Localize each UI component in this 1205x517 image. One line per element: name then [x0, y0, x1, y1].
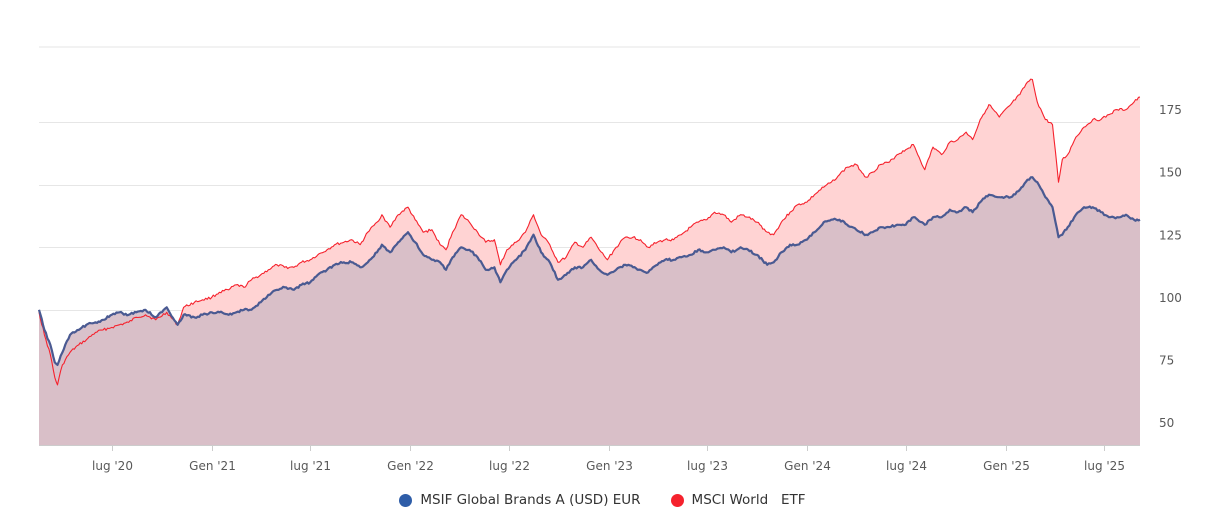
legend-marker-msci: [670, 493, 684, 507]
y-tick-label: 150: [1159, 166, 1182, 180]
legend-item-msif[interactable]: MSIF Global Brands A (USD) EUR: [399, 492, 641, 508]
legend: MSIF Global Brands A (USD) EUR MSCI Worl…: [0, 492, 1205, 508]
y-tick-label: 125: [1159, 228, 1182, 242]
y-tick-label: 175: [1159, 103, 1182, 117]
x-axis-labels: lug '20 Gen '21 lug '21 Gen '22 lug '22 Gen '…: [92, 445, 1125, 473]
legend-label-msci: MSCI World ETF: [691, 492, 806, 508]
series-line-msif: [37, 176, 1141, 366]
x-tick-label: Gen '24: [784, 459, 831, 473]
x-tick-label: lug '25: [1084, 459, 1125, 473]
series-line-msci: [38, 78, 1141, 386]
area-fill-msif: [39, 177, 1140, 445]
x-tick-label: lug '24: [886, 459, 927, 473]
legend-item-msci[interactable]: MSCI World ETF: [670, 492, 806, 508]
series-lines: [37, 78, 1141, 386]
x-tick-label: lug '23: [687, 459, 728, 473]
line-chart: 50 75 100 125 150 175 lug '20 Gen '21 lug '21 Ge…: [37, 46, 1182, 473]
y-tick-label: 50: [1159, 416, 1174, 430]
y-axis: 50 75 100 125 150 175: [1159, 103, 1182, 430]
x-tick-label: Gen '21: [189, 459, 236, 473]
x-tick-label: Gen '25: [983, 459, 1030, 473]
y-tick-label: 100: [1159, 291, 1182, 305]
legend-label-msif: MSIF Global Brands A (USD) EUR: [420, 492, 641, 508]
x-tick-label: lug '20: [92, 459, 133, 473]
x-tick-label: lug '22: [489, 459, 530, 473]
x-tick-label: Gen '22: [387, 459, 434, 473]
x-tick-label: Gen '23: [586, 459, 633, 473]
x-tick-label: lug '21: [290, 459, 331, 473]
legend-marker-msif: [399, 493, 413, 507]
y-tick-label: 75: [1159, 353, 1174, 367]
